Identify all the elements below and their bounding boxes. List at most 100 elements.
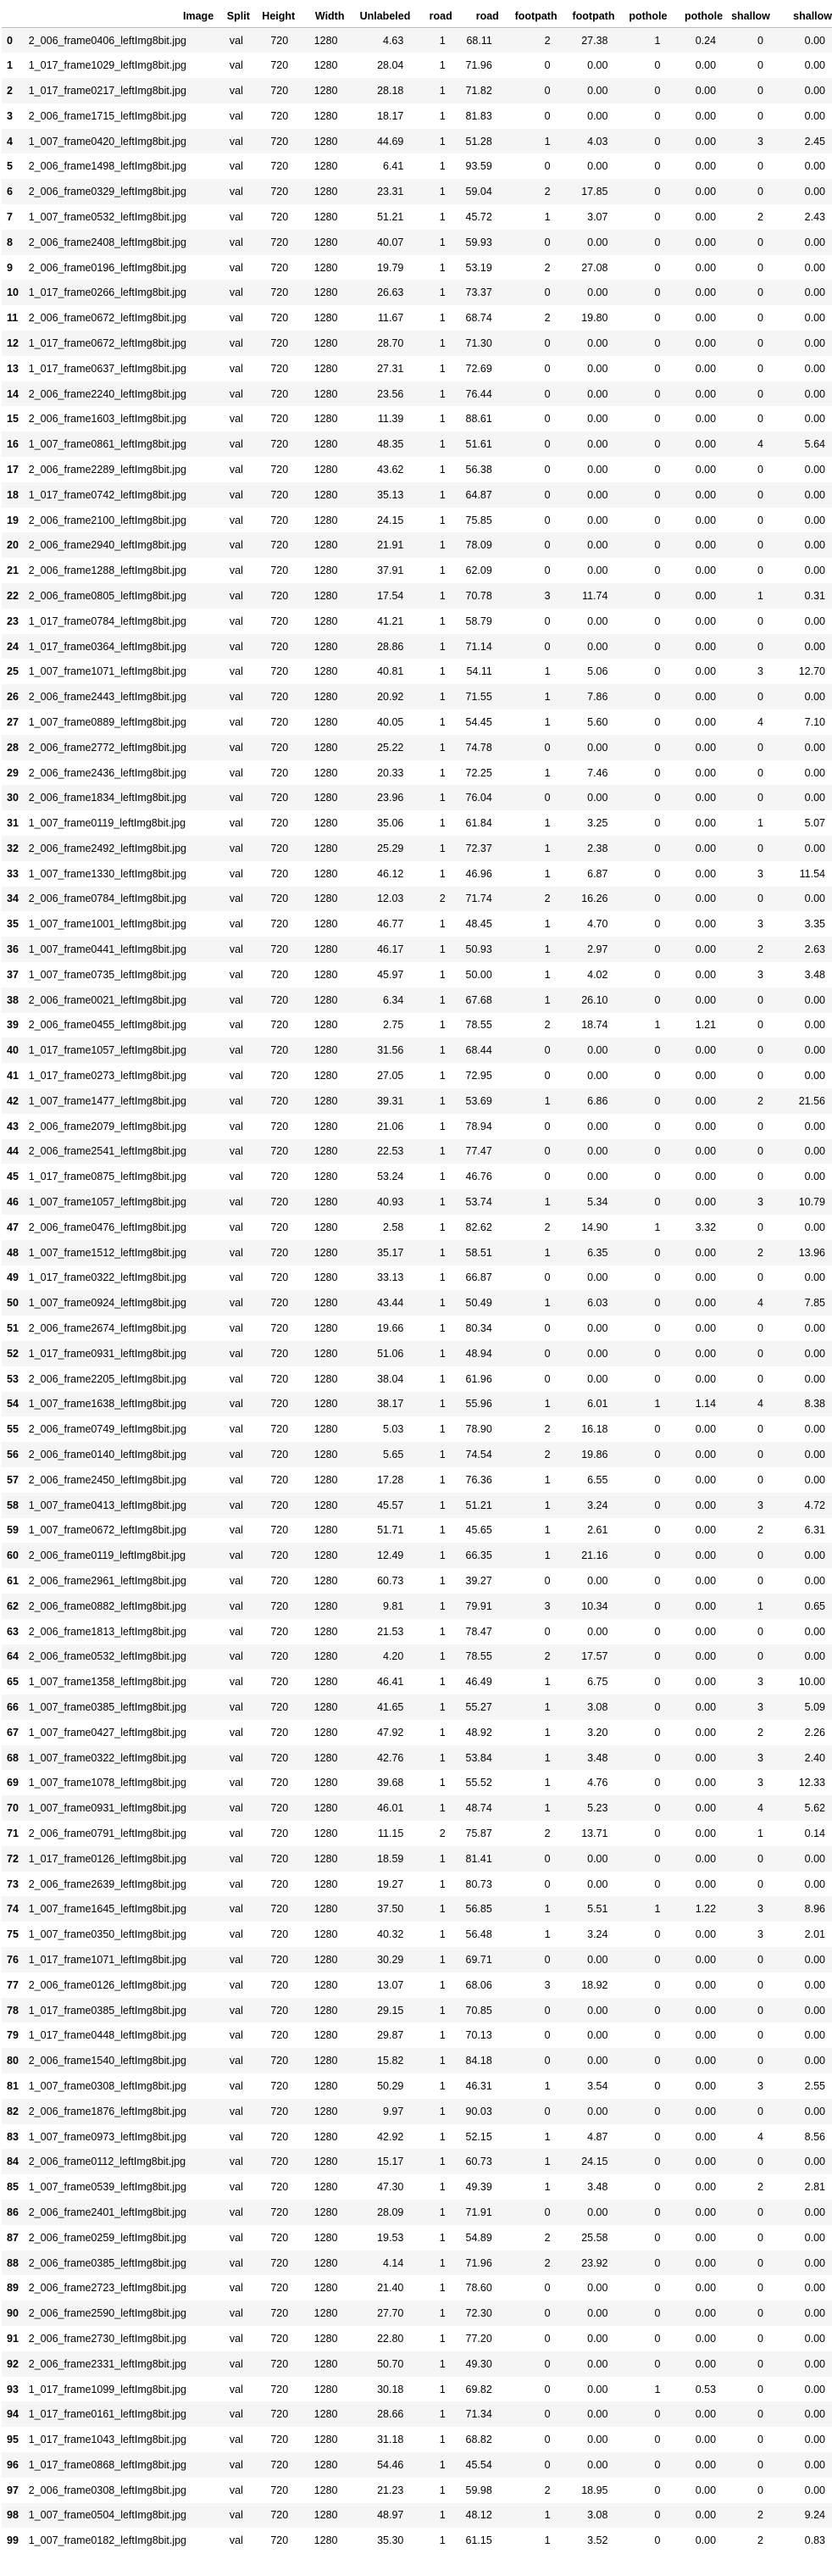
table-cell: 1 [544,918,551,931]
image-filename-cell: 2_006_frame0329_leftImg8bit.jpg [28,186,187,198]
table-cell: 1280 [313,413,338,426]
table-cell: 1280 [313,1700,338,1713]
table-row: 27 1_007_frame0889_leftImg8bit.jpg val 720 1… [2,709,832,735]
row-index: 62 [7,1600,19,1612]
table-cell: 720 [270,2181,289,2194]
table-cell: 10.79 [798,1196,825,1209]
row-index: 49 [7,1271,19,1284]
row-index: 16 [7,438,19,451]
table-cell: 0.00 [695,1978,717,1991]
table-cell: 1280 [313,387,338,400]
column-header: shallow [723,5,770,28]
table-row: 66 1_007_frame0385_leftImg8bit.jpg val 720 1… [2,1694,832,1720]
image-filename-cell: 1_007_frame1638_leftImg8bit.jpg [28,1398,187,1410]
table-cell: 1 [544,2130,551,2143]
table-row: 50 1_007_frame0924_leftImg8bit.jpg val 720 1… [2,1290,832,1316]
table-cell: 3.20 [587,1726,608,1739]
table-cell: 0 [757,236,763,248]
table-cell: 0 [654,488,661,501]
table-cell: 0 [757,565,763,577]
table-cell: 59.93 [465,236,492,248]
table-cell: 54.89 [465,2231,492,2244]
table-cell: 5.65 [383,1449,404,1461]
table-cell: 0.00 [804,842,825,854]
table-row: 68 1_007_frame0322_leftImg8bit.jpg val 720 1… [2,1744,832,1771]
table-cell: 1280 [313,210,338,223]
table-cell: 72.37 [465,842,492,854]
table-cell: 720 [270,1221,289,1233]
image-filename-cell: 1_007_frame0861_leftImg8bit.jpg [28,438,187,451]
image-filename-cell: 2_006_frame0532_leftImg8bit.jpg [28,1650,187,1663]
table-cell: 1 [439,1777,446,1789]
table-cell: 68.44 [465,1044,492,1057]
row-index: 3 [7,109,13,122]
row-index: 91 [7,2332,19,2345]
table-cell: 1 [439,691,446,704]
table-cell: 1 [439,565,446,577]
image-filename-cell: 2_006_frame1813_leftImg8bit.jpg [28,1625,187,1638]
table-cell: 0 [654,1171,661,1183]
image-filename-cell: 2_006_frame0112_leftImg8bit.jpg [28,2156,186,2168]
table-cell: 50.49 [465,1297,492,1310]
table-cell: 1 [439,792,446,804]
table-cell: 720 [270,312,289,325]
table-cell: 0 [654,842,661,854]
table-row: 10 1_017_frame0266_leftImg8bit.jpg val 720 1… [2,280,832,306]
table-cell: val [229,1145,243,1158]
table-cell: 0.00 [804,1625,825,1638]
table-cell: 0 [757,2307,763,2320]
row-index: 22 [7,589,19,602]
table-cell: val [229,2029,243,2042]
table-cell: 28.86 [377,640,404,653]
table-body: 0 2_006_frame0406_leftImg8bit.jpg val 720 12… [2,27,832,2554]
table-cell: 1 [439,2181,446,2194]
table-cell: 71.74 [465,893,492,905]
table-cell: 0 [757,2458,763,2471]
table-row: 82 2_006_frame1876_leftImg8bit.jpg val 720 1… [2,2098,832,2124]
table-cell: 1 [439,842,446,854]
table-cell: 58.51 [465,1246,492,1259]
table-cell: 1 [439,1019,446,1032]
table-cell: 1280 [313,715,338,728]
table-cell: 77.20 [465,2332,492,2345]
table-row: 42 1_007_frame1477_leftImg8bit.jpg val 720 1… [2,1088,832,1114]
table-cell: 0 [654,1449,661,1461]
table-cell: 0 [654,1246,661,1259]
column-header: road [452,5,499,28]
table-cell: 40.81 [377,665,404,678]
table-cell: 0 [654,1625,661,1638]
table-cell: 3 [757,1676,763,1689]
row-index: 29 [7,766,19,779]
table-row: 54 1_007_frame1638_leftImg8bit.jpg val 720 1… [2,1391,832,1417]
table-cell: 2 [757,210,763,223]
table-cell: 18.17 [377,109,404,122]
table-cell: 1 [439,2307,446,2320]
table-cell: 1280 [313,589,338,602]
table-cell: 5.06 [587,665,608,678]
table-cell: 0.00 [587,2029,608,2042]
table-cell: val [229,2231,243,2244]
table-cell: 2 [544,2231,551,2244]
table-cell: 4.76 [587,1777,608,1789]
table-cell: 0.00 [804,565,825,577]
table-cell: 720 [270,918,289,931]
table-cell: 0 [544,287,551,299]
table-cell: 2 [544,1423,551,1436]
table-cell: 1 [439,236,446,248]
table-cell: 50.00 [465,968,492,981]
table-cell: 0.00 [587,160,608,173]
table-cell: val [229,1171,243,1183]
table-cell: 48.12 [465,2509,492,2522]
table-cell: 70.78 [465,589,492,602]
table-cell: 5.03 [383,1423,404,1436]
table-row: 91 2_006_frame2730_leftImg8bit.jpg val 720 1… [2,2326,832,2351]
table-cell: val [229,665,243,678]
table-cell: 0.00 [695,1524,717,1537]
table-cell: 720 [270,1751,289,1764]
table-cell: 720 [270,640,289,653]
table-row: 26 2_006_frame2443_leftImg8bit.jpg val 720 1… [2,684,832,710]
table-cell: 0.00 [804,1423,825,1436]
table-cell: 0.00 [804,413,825,426]
table-cell: 720 [270,488,289,501]
table-cell: 1280 [313,2231,338,2244]
